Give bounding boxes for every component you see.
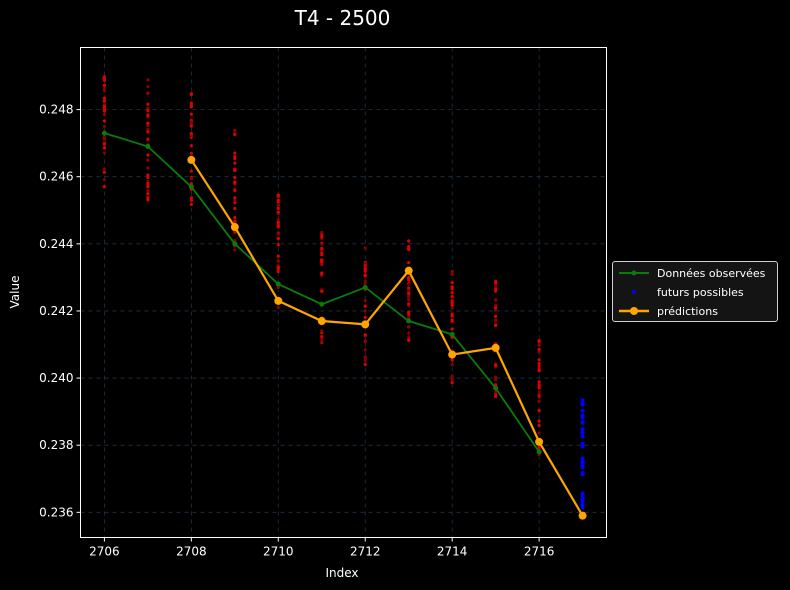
blue-dot-icon	[632, 290, 636, 294]
svg-text:0.246: 0.246	[39, 170, 73, 184]
plot-frame	[80, 47, 607, 538]
svg-text:0.236: 0.236	[39, 505, 73, 519]
svg-text:0.238: 0.238	[39, 438, 73, 452]
svg-text:0.248: 0.248	[39, 103, 73, 117]
legend-label: Données observées	[657, 266, 766, 280]
legend: Données observées futurs possibles prédi…	[612, 261, 778, 322]
legend-item-observed: Données observées	[613, 264, 765, 282]
chart-title: T4 - 2500	[294, 6, 391, 30]
legend-label: futurs possibles	[657, 285, 744, 299]
green-line-marker-icon	[619, 270, 649, 276]
axis-ticks: 2706 2708 2710 2712 2714 2716 0.236 0.238 0.240 0…	[39, 103, 554, 559]
legend-item-futures: futurs possibles	[613, 283, 744, 301]
svg-text:0.244: 0.244	[39, 237, 73, 251]
svg-text:2708: 2708	[176, 545, 207, 559]
svg-text:0.242: 0.242	[39, 304, 73, 318]
y-axis-label: Value	[8, 276, 22, 309]
svg-text:0.240: 0.240	[39, 371, 73, 385]
series-lines	[101, 130, 587, 520]
svg-text:2710: 2710	[263, 545, 294, 559]
legend-label: prédictions	[657, 304, 718, 318]
sample-points	[102, 75, 585, 510]
legend-item-predictions: prédictions	[613, 302, 718, 320]
svg-text:2714: 2714	[437, 545, 468, 559]
svg-text:2712: 2712	[350, 545, 381, 559]
grid-lines	[80, 47, 607, 538]
svg-text:2716: 2716	[524, 545, 555, 559]
svg-text:2706: 2706	[89, 545, 120, 559]
orange-line-marker-icon	[619, 307, 649, 315]
x-axis-label: Index	[325, 566, 358, 580]
